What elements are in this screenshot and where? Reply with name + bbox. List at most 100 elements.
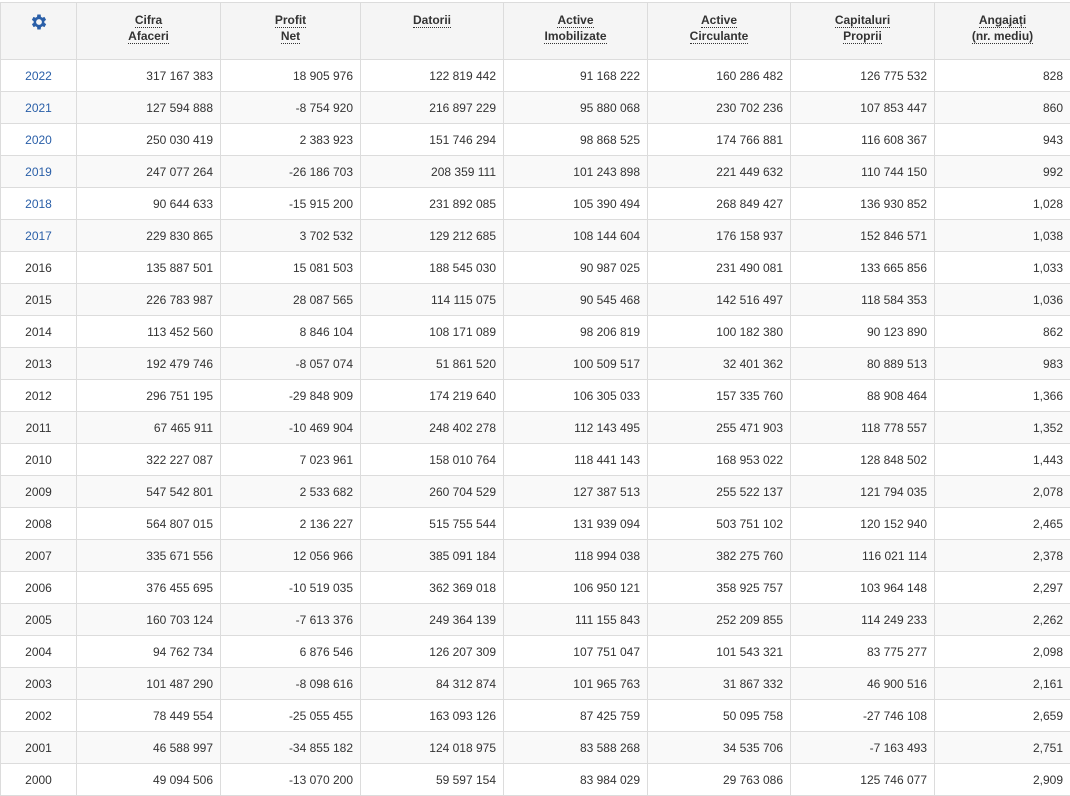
value-cell: -10 519 035 <box>221 572 361 604</box>
value-cell: 118 441 143 <box>504 444 648 476</box>
value-cell: 2,161 <box>935 668 1070 700</box>
column-header-line2[interactable]: Circulante <box>690 29 749 44</box>
year-cell: 2005 <box>1 604 77 636</box>
value-cell: -34 855 182 <box>221 732 361 764</box>
column-header-line2[interactable]: Imobilizate <box>544 29 606 44</box>
year-cell: 2003 <box>1 668 77 700</box>
value-cell: 2,751 <box>935 732 1070 764</box>
settings-cell[interactable] <box>1 3 77 60</box>
column-header-line1[interactable]: Profit <box>275 13 306 28</box>
column-header-line1[interactable]: Datorii <box>413 13 451 28</box>
value-cell: 382 275 760 <box>648 540 791 572</box>
value-cell: 1,352 <box>935 412 1070 444</box>
value-cell: 247 077 264 <box>77 156 221 188</box>
value-cell: 46 588 997 <box>77 732 221 764</box>
column-header-line2[interactable]: Proprii <box>843 29 882 44</box>
value-cell: 1,036 <box>935 284 1070 316</box>
year-link[interactable]: 2022 <box>25 69 52 83</box>
value-cell: 992 <box>935 156 1070 188</box>
value-cell: 358 925 757 <box>648 572 791 604</box>
value-cell: 31 867 332 <box>648 668 791 700</box>
value-cell: 105 390 494 <box>504 188 648 220</box>
value-cell: 116 021 114 <box>791 540 935 572</box>
column-header-line1[interactable]: Active <box>701 13 737 28</box>
value-cell: 176 158 937 <box>648 220 791 252</box>
value-cell: 12 056 966 <box>221 540 361 572</box>
value-cell: 127 387 513 <box>504 476 648 508</box>
value-cell: 95 880 068 <box>504 92 648 124</box>
value-cell: 260 704 529 <box>361 476 504 508</box>
year-link[interactable]: 2020 <box>25 133 52 147</box>
value-cell: 28 087 565 <box>221 284 361 316</box>
year-label: 2015 <box>25 293 52 307</box>
column-header-line1[interactable]: Active <box>557 13 593 28</box>
year-cell[interactable]: 2018 <box>1 188 77 220</box>
value-cell: 160 286 482 <box>648 60 791 92</box>
value-cell: 90 644 633 <box>77 188 221 220</box>
value-cell: 128 848 502 <box>791 444 935 476</box>
value-cell: 142 516 497 <box>648 284 791 316</box>
value-cell: 385 091 184 <box>361 540 504 572</box>
year-cell[interactable]: 2022 <box>1 60 77 92</box>
year-label: 2004 <box>25 645 52 659</box>
value-cell: 112 143 495 <box>504 412 648 444</box>
value-cell: 101 487 290 <box>77 668 221 700</box>
year-link[interactable]: 2021 <box>25 101 52 115</box>
value-cell: -10 469 904 <box>221 412 361 444</box>
column-header-line1[interactable]: Cifra <box>135 13 162 28</box>
year-label: 2001 <box>25 741 52 755</box>
value-cell: 106 950 121 <box>504 572 648 604</box>
column-header-line2[interactable]: Net <box>281 29 300 44</box>
year-cell: 2010 <box>1 444 77 476</box>
year-link[interactable]: 2017 <box>25 229 52 243</box>
value-cell: -26 186 703 <box>221 156 361 188</box>
value-cell: 118 994 038 <box>504 540 648 572</box>
year-cell[interactable]: 2019 <box>1 156 77 188</box>
column-header[interactable]: Datorii <box>361 3 504 60</box>
value-cell: 268 849 427 <box>648 188 791 220</box>
year-cell[interactable]: 2020 <box>1 124 77 156</box>
value-cell: 118 778 557 <box>791 412 935 444</box>
value-cell: 335 671 556 <box>77 540 221 572</box>
year-label: 2014 <box>25 325 52 339</box>
value-cell: 174 766 881 <box>648 124 791 156</box>
value-cell: 168 953 022 <box>648 444 791 476</box>
year-cell[interactable]: 2021 <box>1 92 77 124</box>
year-link[interactable]: 2019 <box>25 165 52 179</box>
value-cell: -7 613 376 <box>221 604 361 636</box>
column-header-line1[interactable]: Capitaluri <box>835 13 890 28</box>
value-cell: 98 868 525 <box>504 124 648 156</box>
year-label: 2012 <box>25 389 52 403</box>
year-cell[interactable]: 2017 <box>1 220 77 252</box>
year-cell: 2015 <box>1 284 77 316</box>
gear-icon[interactable] <box>29 12 49 32</box>
value-cell: 248 402 278 <box>361 412 504 444</box>
value-cell: 122 819 442 <box>361 60 504 92</box>
year-cell: 2011 <box>1 412 77 444</box>
column-header-line1[interactable]: Angajați <box>979 13 1026 28</box>
year-link[interactable]: 2018 <box>25 197 52 211</box>
column-header-line2[interactable]: (nr. mediu) <box>972 29 1033 44</box>
value-cell: 983 <box>935 348 1070 380</box>
column-header[interactable]: Angajați(nr. mediu) <box>935 3 1070 60</box>
value-cell: 120 152 940 <box>791 508 935 540</box>
value-cell: 1,028 <box>935 188 1070 220</box>
column-header-line2[interactable]: Afaceri <box>128 29 169 44</box>
value-cell: 84 312 874 <box>361 668 504 700</box>
value-cell: 2,659 <box>935 700 1070 732</box>
value-cell: 163 093 126 <box>361 700 504 732</box>
